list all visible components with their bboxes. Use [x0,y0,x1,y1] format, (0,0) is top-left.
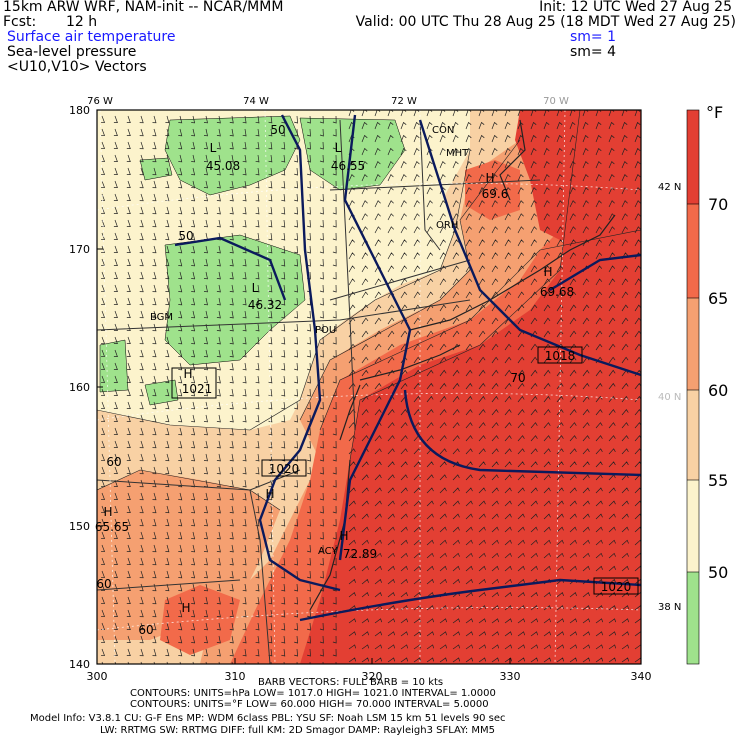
longitude-labels: 76 W 74 W 72 W 70 W [87,96,569,107]
high-mark: H [265,487,274,501]
field-pressure-smoothing: sm= 4 [570,44,617,60]
low-mark: L [335,141,342,155]
high-mark: H [183,367,192,381]
lon-label: 72 W [391,96,417,107]
temp-band-70-plus [300,110,641,664]
valid-time: Valid: 00 UTC Thu 28 Aug 25 (18 MDT Wed … [355,14,736,30]
isobar-label: 1020 [269,462,300,476]
temp-band-below-50-f [99,339,129,393]
model-info-line1: Model Info: V3.8.1 CU: G-F Ens MP: WDM 6… [30,713,506,724]
contour-label: 60 [96,577,111,591]
forecast-label: Fcst: [3,14,37,30]
low-value: 45.08 [206,159,240,173]
high-markers: H 69.6 H 69.68 H 65.65 H 72.89 H 1021 H … [95,171,574,615]
contour-label: 60 [138,623,153,637]
y-tick-label: 150 [69,520,90,533]
lon-label: 76 W [87,96,113,107]
colorbar-unit: °F [706,103,723,122]
y-axis-labels: 180 170 160 150 140 [69,104,90,671]
colorbar-swatch [687,480,699,572]
high-mark: H [543,265,552,279]
temp-contours [97,110,641,511]
station-label: POU [315,325,336,336]
high-value: 69.6 [482,187,509,201]
lat-lon-grid [97,110,641,664]
colorbar-swatch [687,110,699,204]
coastline [309,119,616,611]
temp-band-below-50-e [144,379,179,406]
high-value: 72.89 [343,547,377,561]
high-mark: H [339,529,348,543]
model-title: 15km ARW WRF, NAM-init -- NCAR/MMM [3,0,284,15]
colorbar-swatch [687,572,699,664]
high-mark-secondary: H [181,601,190,615]
colorbar-label: 50 [708,563,728,582]
colorbar-swatch [687,390,699,480]
axis-ticks [97,248,511,664]
contours-pressure: CONTOURS: UNITS=hPa LOW= 1017.0 HIGH= 10… [130,688,496,699]
low-value: 46.55 [331,159,365,173]
lon-label: 74 W [243,96,269,107]
temp-contour-labels: 50 50 60 60 60 70 [96,123,525,637]
x-tick-label: 340 [631,670,652,683]
lat-label: 40 N [658,392,681,403]
colorbar-label: 55 [708,471,728,490]
station-label: CON [432,125,454,136]
barb-legend: BARB VECTORS: FULL BARB = 10 kts [258,677,444,688]
y-tick-label: 180 [69,104,90,117]
low-mark: L [210,141,217,155]
isobar-label: 1018 [545,349,576,363]
colorbar-label: 70 [708,195,728,214]
field-vectors: <U10,V10> Vectors [7,59,147,75]
temp-band-below-50-d [139,157,173,181]
colorbar: °F 70 65 60 55 50 [686,103,728,665]
colorbar-label: 60 [708,381,728,400]
x-tick-label: 330 [500,670,521,683]
forecast-hour: 12 h [66,14,98,30]
contour-label: 50 [178,229,193,243]
field-pressure: Sea-level pressure [7,44,137,60]
isobar-label: 1020 [601,580,632,594]
high-value: 69.68 [540,285,574,299]
temp-band-below-50-c [164,234,306,366]
y-tick-label: 160 [69,381,90,394]
model-info-line2: LW: RRTMG SW: RRTMG DIFF: full KM: 2D Sm… [100,725,496,736]
contour-label: 50 [270,123,285,137]
x-tick-label: 320 [362,670,383,683]
station-label: ACY [318,546,338,557]
contours-temperature: CONTOURS: UNITS=°F LOW= 60.000 HIGH= 70.… [130,699,489,710]
station-label: ORH [436,220,458,231]
lat-label: 38 N [658,602,681,613]
state-boundaries [97,119,541,664]
x-tick-label: 310 [225,670,246,683]
low-markers: L 45.08 L 46.55 L 46.32 [206,141,365,312]
field-temperature-smoothing: sm= 1 [570,29,617,45]
contour-label: 70 [510,371,525,385]
high-value: 1021 [182,382,213,396]
x-axis-labels: 300 310 320 330 340 [87,670,652,683]
y-tick-label: 140 [69,658,90,671]
high-mark: H [103,505,112,519]
station-label: BGM [150,312,173,323]
low-mark: L [252,281,259,295]
isobar-labels: 1018 1020 1020 [171,346,639,595]
low-value: 46.32 [248,298,282,312]
init-time: Init: 12 UTC Wed 27 Aug 25 [539,0,732,15]
high-mark: H [485,171,494,185]
lat-label: 42 N [658,182,681,193]
x-tick-label: 300 [87,670,108,683]
colorbar-swatch [687,204,699,298]
high-value: 65.65 [95,520,129,534]
lon-label: 70 W [543,96,569,107]
y-tick-label: 170 [69,243,90,256]
colorbar-swatch [687,298,699,390]
isobars [174,114,641,622]
field-temperature: Surface air temperature [7,29,176,45]
station-labels: CON MHT ORH BGM POU ACY [150,125,469,557]
latitude-labels: 42 N 40 N 38 N [658,182,681,613]
station-label: MHT [446,148,469,159]
colorbar-label: 65 [708,289,728,308]
contour-label: 60 [106,455,121,469]
